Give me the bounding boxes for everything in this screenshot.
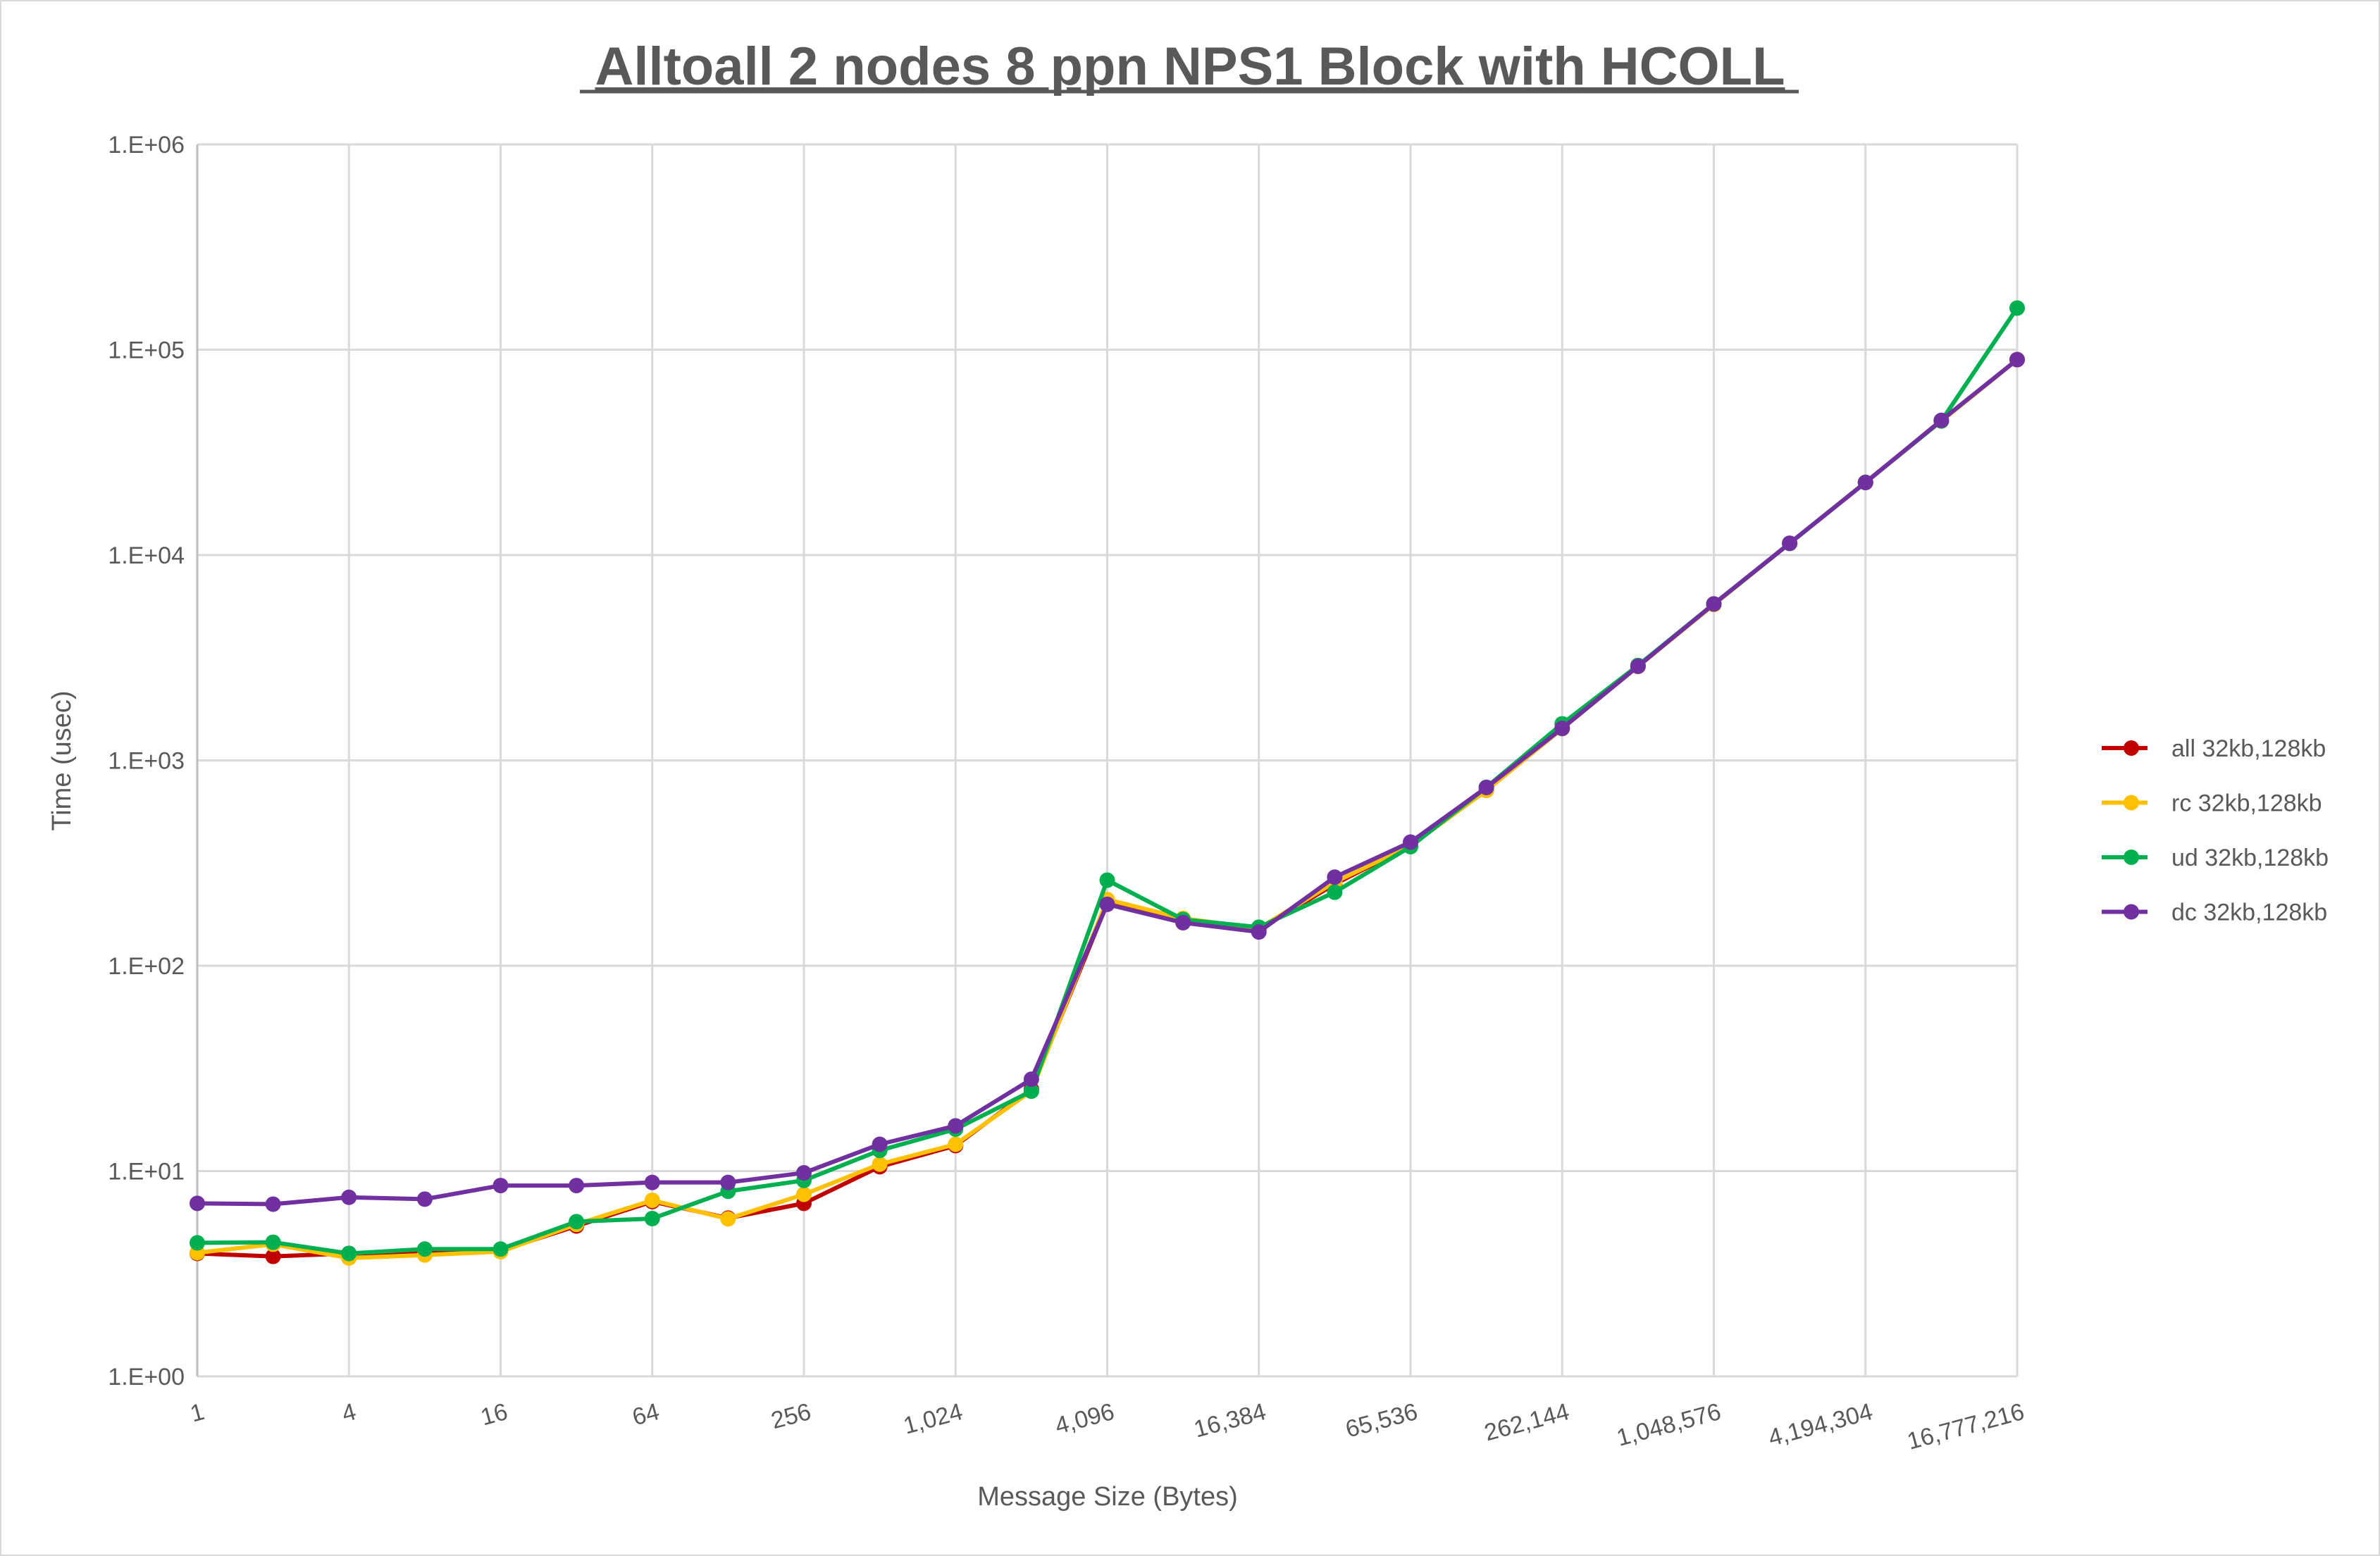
data-point [644, 1174, 660, 1190]
data-point [265, 1196, 281, 1212]
y-tick-label: 1.E+00 [108, 1364, 185, 1390]
data-point [1023, 1083, 1039, 1100]
y-tick-label: 1.E+03 [108, 748, 185, 775]
legend-marker [2124, 849, 2139, 865]
data-point [416, 1191, 433, 1207]
legend-item: dc 32kb,128kb [2102, 900, 2327, 926]
data-point [569, 1178, 585, 1194]
series-lines [190, 300, 2025, 1266]
data-point [1630, 658, 1646, 674]
y-axis-label: Time (usec) [47, 690, 77, 830]
legend-item: ud 32kb,128kb [2102, 845, 2329, 871]
x-axis-label: Message Size (Bytes) [977, 1482, 1238, 1512]
y-tick-label: 1.E+04 [108, 542, 185, 569]
legend-label: all 32kb,128kb [2171, 735, 2326, 762]
data-point [190, 1195, 205, 1212]
data-point [644, 1193, 660, 1209]
data-point [341, 1245, 357, 1262]
data-point [1251, 924, 1267, 940]
data-point [720, 1174, 736, 1190]
legend-marker [2124, 795, 2139, 811]
data-point [1554, 721, 1570, 737]
chart-title: Alltoall 2 nodes 8 ppn NPS1 Block with H… [595, 37, 1785, 97]
gridlines [196, 143, 2019, 1378]
legend-label: ud 32kb,128kb [2171, 845, 2329, 871]
data-point [1933, 412, 1950, 428]
y-tick-label: 1.E+01 [108, 1159, 185, 1185]
data-point [1327, 884, 1343, 900]
data-point [796, 1186, 812, 1202]
data-point [265, 1234, 281, 1250]
data-point [1099, 872, 1115, 888]
data-point [1403, 834, 1418, 850]
data-point [948, 1118, 964, 1134]
legend-marker [2124, 740, 2139, 756]
legend-marker [2124, 904, 2139, 920]
data-point [492, 1241, 509, 1257]
legend-item: rc 32kb,128kb [2102, 790, 2322, 817]
legend: all 32kb,128kb rc 32kb,128kb ud 32kb,128kb… [2102, 735, 2329, 926]
y-tick-label: 1.E+06 [108, 132, 185, 158]
data-point [492, 1178, 509, 1194]
data-point [1706, 596, 1722, 612]
legend-label: rc 32kb,128kb [2171, 790, 2322, 817]
data-point [796, 1165, 812, 1181]
data-point [2009, 351, 2025, 368]
data-point [872, 1156, 888, 1172]
data-point [1327, 869, 1343, 885]
y-tick-label: 1.E+02 [108, 953, 185, 980]
data-point [1023, 1071, 1039, 1088]
y-tick-labels: 1.E+00 1.E+01 1.E+02 1.E+03 1.E+04 1.E+05 1.E+… [108, 132, 185, 1390]
legend-item: all 32kb,128kb [2102, 735, 2326, 762]
data-point [872, 1136, 888, 1152]
data-point [190, 1235, 205, 1251]
data-point [2009, 300, 2025, 316]
data-point [644, 1210, 660, 1226]
data-point [265, 1248, 281, 1264]
data-point [569, 1214, 585, 1230]
data-point [341, 1189, 357, 1205]
data-point [416, 1241, 433, 1257]
y-tick-label: 1.E+05 [108, 337, 185, 364]
series-dc [190, 351, 2025, 1212]
data-point [1857, 475, 1873, 491]
data-point [1099, 896, 1115, 912]
data-point [948, 1136, 964, 1152]
legend-label: dc 32kb,128kb [2171, 900, 2327, 926]
data-point [1175, 914, 1191, 931]
data-point [1478, 779, 1494, 795]
data-point [720, 1211, 736, 1227]
data-point [1782, 535, 1798, 552]
